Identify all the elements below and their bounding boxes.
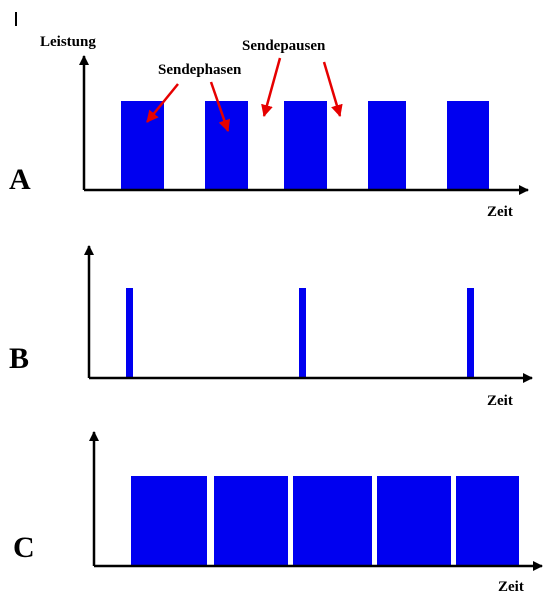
panel-b: Zeit B bbox=[9, 245, 533, 409]
pulse-bar bbox=[447, 101, 489, 190]
red-arrow bbox=[261, 57, 282, 117]
panel-c: Zeit C bbox=[13, 431, 543, 595]
panel-letter: C bbox=[13, 531, 35, 564]
transmission-pauses-label: Sendepausen bbox=[242, 38, 326, 54]
pulse-bar bbox=[293, 476, 372, 566]
red-arrow bbox=[209, 81, 231, 132]
pulse-bar bbox=[131, 476, 207, 566]
red-arrow bbox=[146, 83, 179, 123]
pulse-bar bbox=[214, 476, 288, 566]
pulse-bar bbox=[377, 476, 451, 566]
panel-b-pulses bbox=[126, 288, 474, 378]
pulse-bar bbox=[126, 288, 133, 378]
pulse-bar bbox=[284, 101, 327, 190]
panel-letter: A bbox=[9, 163, 31, 196]
transmission-phases-label: Sendephasen bbox=[158, 62, 242, 78]
pulse-bar bbox=[205, 101, 248, 190]
corner-tick-mark bbox=[15, 12, 17, 26]
panel-c-pulses bbox=[131, 476, 519, 566]
panel-letter: B bbox=[9, 342, 29, 375]
pulse-bar bbox=[456, 476, 519, 566]
annotation-arrows bbox=[146, 57, 343, 132]
pulse-bar bbox=[368, 101, 406, 190]
y-axis-label: Leistung bbox=[40, 34, 96, 50]
pulse-bar bbox=[467, 288, 474, 378]
red-arrow bbox=[322, 61, 343, 117]
panel-a: Leistung Zeit A Sendephasen Sendepausen bbox=[9, 34, 529, 220]
x-axis-label: Zeit bbox=[487, 393, 513, 409]
pulse-bar bbox=[299, 288, 306, 378]
x-axis-label: Zeit bbox=[498, 579, 524, 595]
panel-a-pulses bbox=[121, 101, 489, 190]
pulse-bar bbox=[121, 101, 164, 190]
x-axis-label: Zeit bbox=[487, 204, 513, 220]
